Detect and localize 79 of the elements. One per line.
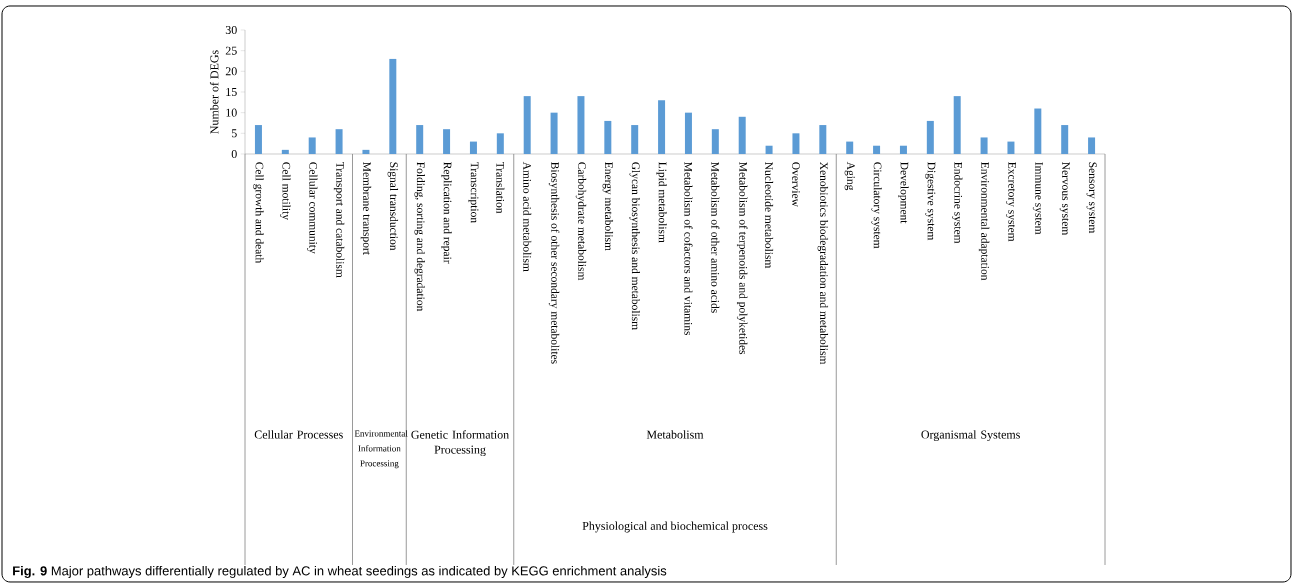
x-tick-label: Metabolism of terpenoids and polyketides bbox=[736, 162, 748, 355]
bar bbox=[1088, 137, 1096, 154]
x-tick-label: Membrane transport bbox=[360, 162, 372, 255]
bar bbox=[443, 129, 451, 154]
bar bbox=[846, 141, 854, 154]
bar bbox=[765, 145, 773, 154]
y-tick-label: 15 bbox=[226, 87, 237, 96]
bar bbox=[711, 129, 719, 154]
x-tick-label: Replication and repair bbox=[441, 162, 452, 264]
text: Physiological and biochemical process bbox=[582, 521, 768, 533]
x-tick-label: Metabolism of cofactors and vitamins bbox=[684, 162, 693, 336]
x-tick-label: Immune system bbox=[1032, 162, 1043, 235]
x-tick-label: Lipid metabolism bbox=[656, 162, 667, 243]
x-tick-label: Aging bbox=[844, 161, 855, 191]
x-tick-label: Cellular community bbox=[306, 162, 318, 254]
x-tick-label: Transcription bbox=[468, 161, 479, 223]
x-tick-label: Carbohydrate metabolism bbox=[575, 162, 587, 281]
bar bbox=[873, 145, 881, 154]
bar bbox=[980, 137, 988, 154]
y-tick-label: 20 bbox=[225, 67, 237, 76]
y-tick-label: 30 bbox=[225, 25, 237, 35]
x-tick-label: Glycan biosynthesis and metabolism bbox=[629, 162, 640, 330]
bar bbox=[550, 112, 558, 154]
x-tick-label: Circulatory system bbox=[871, 162, 882, 249]
bar bbox=[1061, 125, 1069, 154]
x-tick-label: Transport and catabolism bbox=[333, 161, 345, 278]
bar bbox=[1007, 141, 1015, 154]
bar bbox=[1034, 108, 1042, 154]
x-tick-label: Signal transduction bbox=[387, 162, 399, 251]
bar bbox=[953, 96, 961, 154]
y-tick-label: 25 bbox=[225, 46, 237, 55]
x-tick-label: Development bbox=[898, 162, 909, 224]
bar bbox=[335, 129, 343, 154]
y-tick-label: 0 bbox=[231, 149, 237, 159]
bar bbox=[792, 133, 800, 154]
bar bbox=[926, 120, 934, 154]
bar bbox=[308, 137, 316, 154]
x-tick-label: Environmental adaptation bbox=[978, 162, 990, 281]
x-tick-label: Folding, sorting and degradation bbox=[414, 162, 425, 312]
y-tick-label: 10 bbox=[226, 108, 237, 117]
x-tick-label: Overview bbox=[792, 162, 800, 207]
bar bbox=[496, 133, 504, 154]
bar bbox=[362, 149, 370, 154]
text: Organismal Systems bbox=[921, 430, 1020, 442]
text: Cellular Processes bbox=[254, 430, 343, 439]
x-tick-label: Translation bbox=[496, 161, 505, 214]
bar bbox=[738, 116, 746, 154]
x-tick-label: Endocrine system bbox=[951, 162, 963, 244]
x-tick-label: Biosynthesis of other secondary metabolites bbox=[548, 162, 560, 364]
x-tick-label: Digestive system bbox=[925, 162, 936, 241]
y-tick-label: 5 bbox=[231, 129, 237, 138]
x-tick-label: Amino acid metabolism bbox=[523, 161, 532, 272]
bar bbox=[523, 96, 531, 154]
bar bbox=[469, 141, 477, 154]
x-tick-label: Xenobiotics biodegradation and metabolism bbox=[817, 162, 829, 365]
text: Environmental Information Processing bbox=[354, 430, 408, 469]
x-tick-label: Cell motility bbox=[280, 162, 291, 220]
text: Fig. 9 Major pathways differentially regulated by AC in wheat seedings as indicated by KEGG enrichment analysis bbox=[13, 565, 667, 579]
bar bbox=[416, 125, 424, 154]
bar bbox=[281, 149, 289, 154]
bar bbox=[604, 120, 612, 154]
bar bbox=[577, 96, 585, 154]
bar bbox=[254, 125, 262, 154]
text: Genetic Information Processing bbox=[411, 430, 509, 457]
bar bbox=[389, 58, 397, 154]
bar bbox=[631, 125, 639, 154]
x-tick-label: Energy metabolism bbox=[602, 162, 614, 251]
x-tick-label: Excretory system bbox=[1005, 162, 1016, 242]
x-tick-label: Metabolism of other amino acids bbox=[711, 162, 720, 313]
bar bbox=[658, 100, 666, 154]
x-tick-label: Nucleotide metabolism bbox=[765, 162, 774, 269]
x-tick-label: Cell growth and death bbox=[253, 162, 264, 264]
x-tick-label: Nervous system bbox=[1059, 162, 1070, 236]
y-axis-title: Number of DEGs bbox=[209, 50, 219, 134]
bar bbox=[899, 145, 907, 154]
x-tick-label: Sensory system bbox=[1086, 162, 1097, 234]
bar bbox=[819, 125, 827, 154]
bar bbox=[684, 112, 692, 154]
text: Metabolism bbox=[646, 430, 704, 439]
